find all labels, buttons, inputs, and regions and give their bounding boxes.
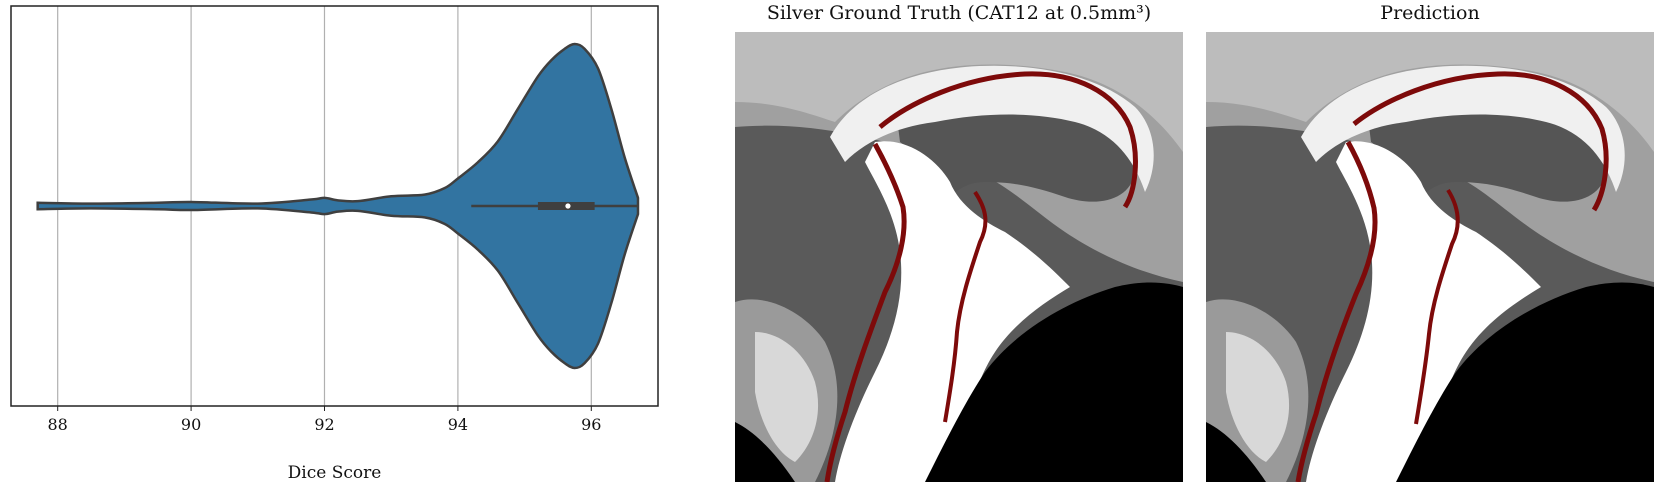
violin-chart: 88 90 92 94 96 Dice Score	[10, 5, 659, 483]
x-tick-label-90: 90	[181, 415, 201, 434]
ground-truth-mri-drawing	[735, 32, 1183, 482]
tick-layer: 88 90 92 94 96	[48, 406, 601, 434]
x-tick-label-96: 96	[581, 415, 601, 434]
x-tick-label-94: 94	[448, 415, 468, 434]
x-tick-label-92: 92	[314, 415, 334, 434]
violin-layer	[36, 42, 640, 370]
ground-truth-mri-image	[735, 32, 1183, 482]
violin-body	[36, 42, 640, 370]
box-median	[565, 203, 571, 209]
prediction-title: Prediction	[1380, 2, 1480, 24]
prediction-mri-drawing	[1206, 32, 1654, 482]
plot-frame	[10, 5, 659, 407]
prediction-mri-image	[1206, 32, 1654, 482]
x-axis-label: Dice Score	[288, 463, 382, 483]
x-tick-label-88: 88	[48, 415, 68, 434]
ground-truth-title: Silver Ground Truth (CAT12 at 0.5mm³)	[766, 2, 1152, 24]
